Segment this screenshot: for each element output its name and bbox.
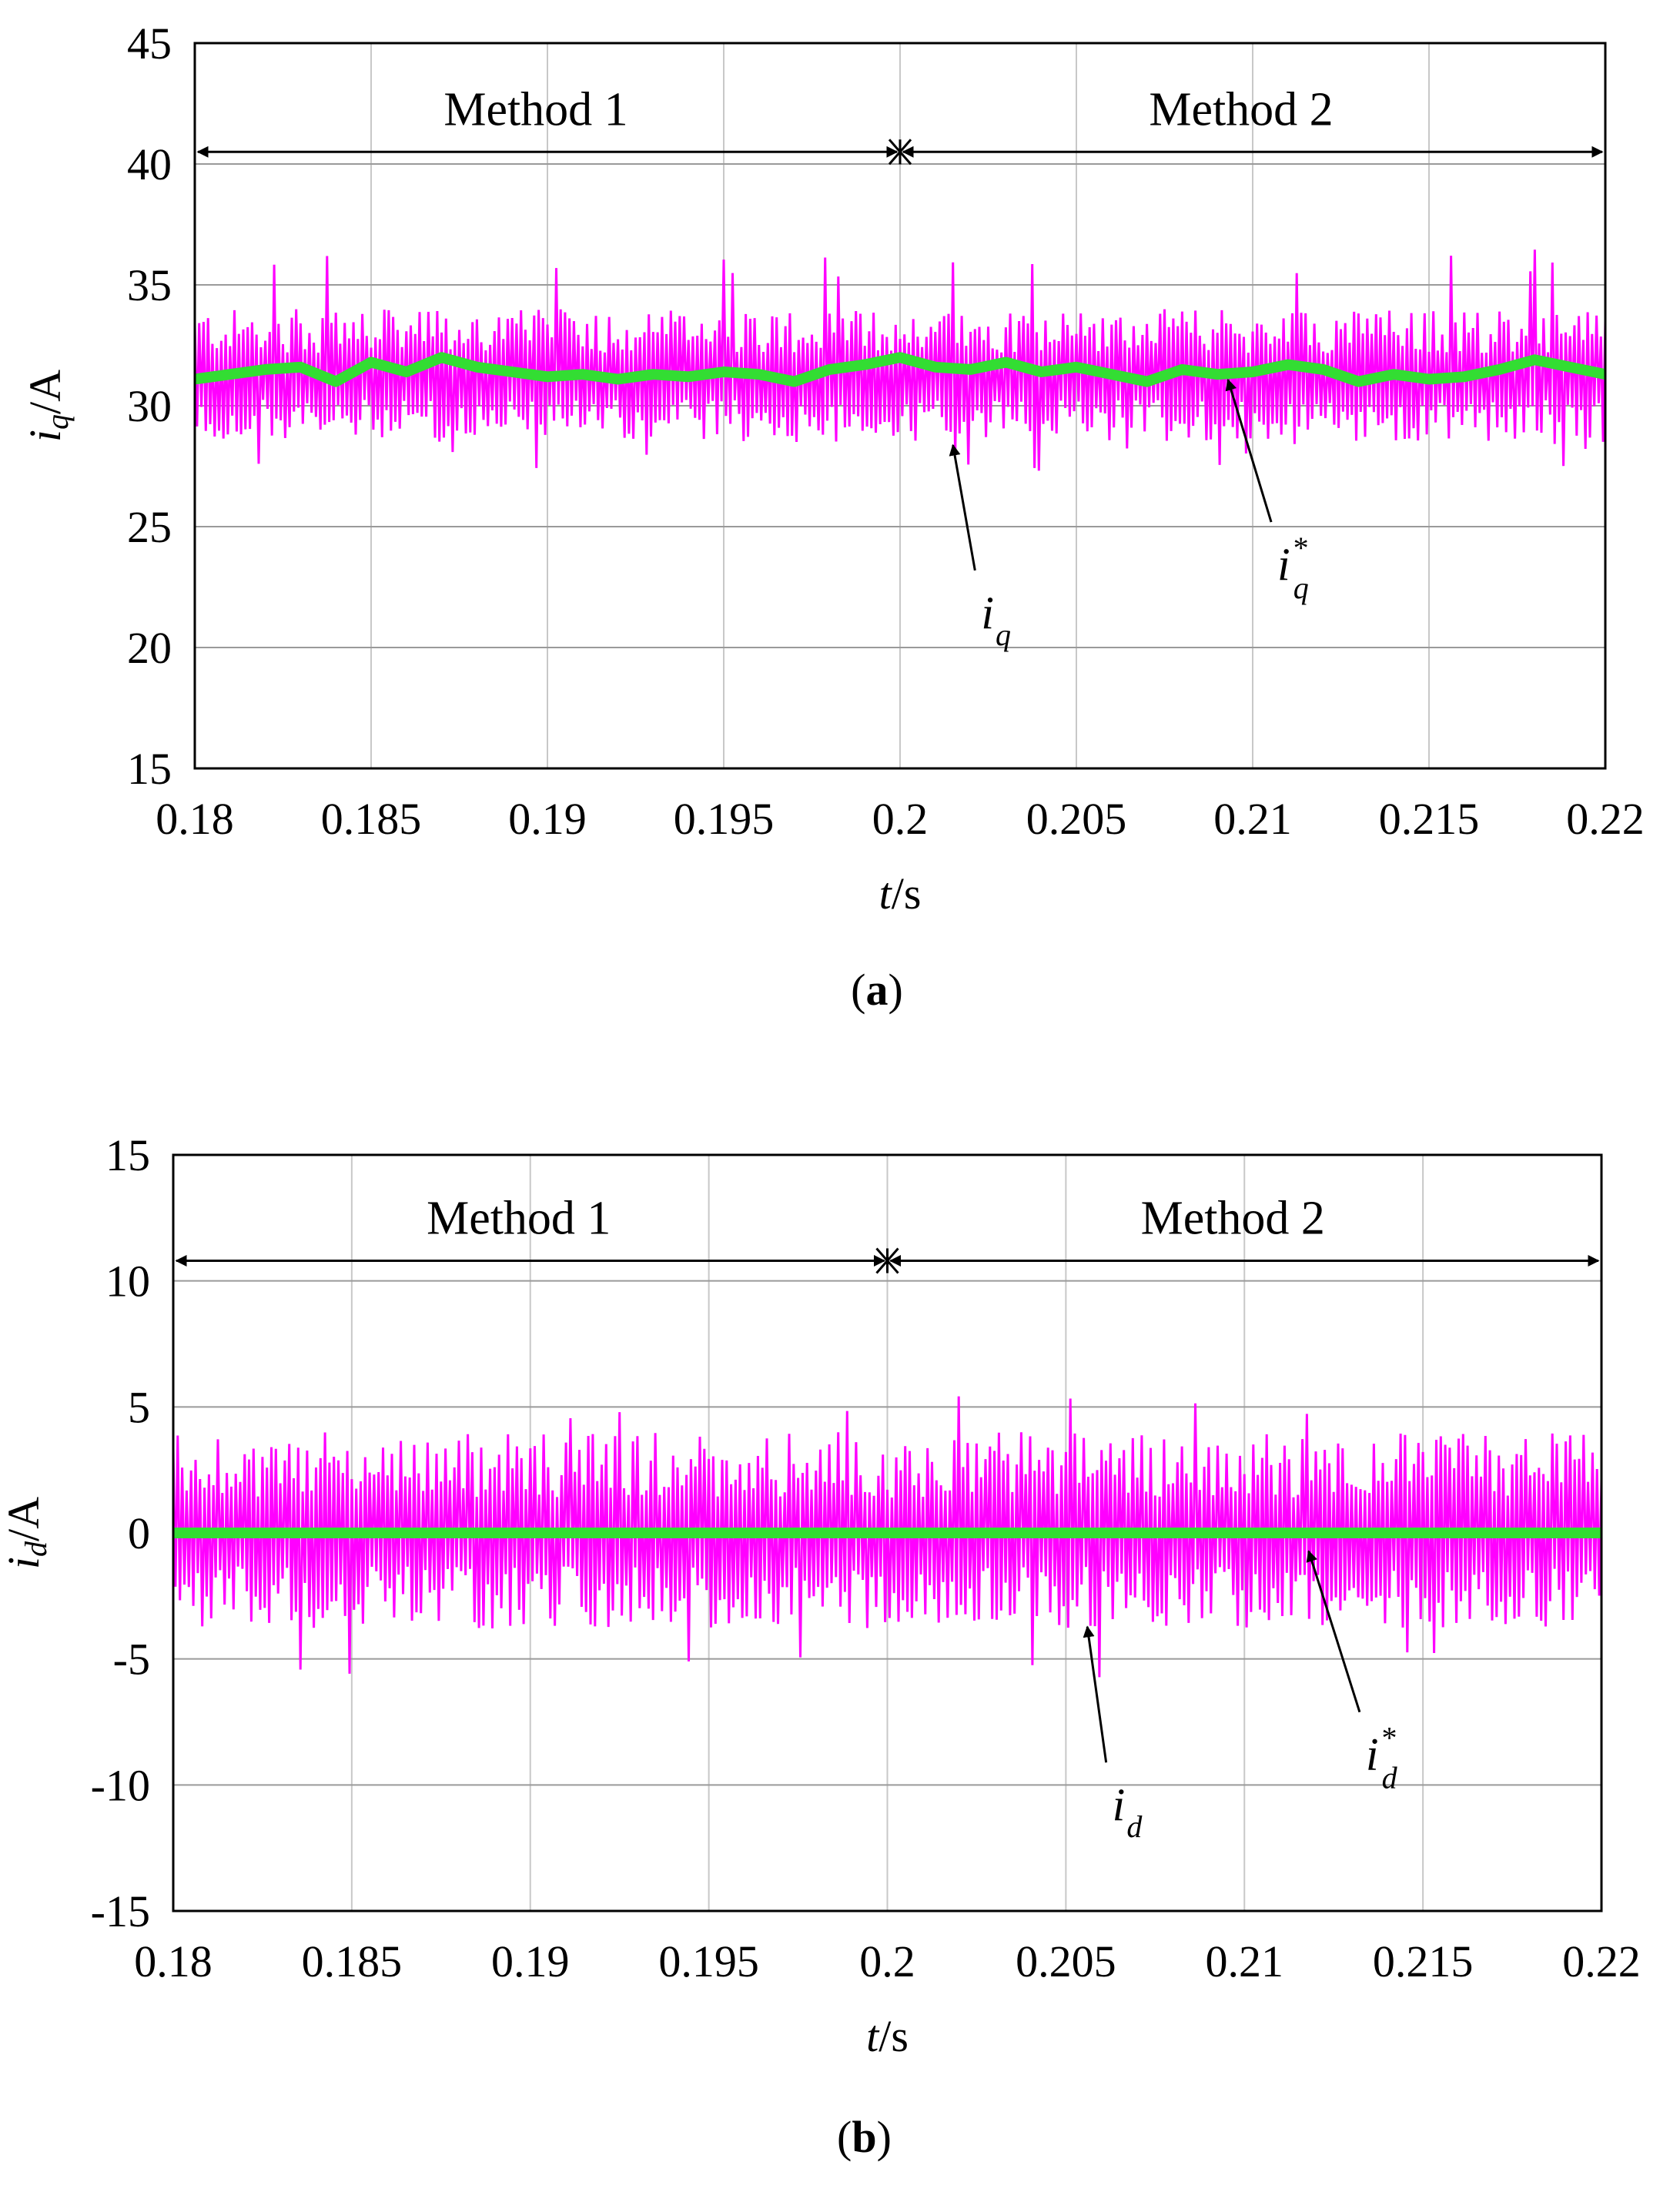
- boundary-cross-mark: [888, 139, 912, 166]
- y-axis-label-subscript: d: [18, 1541, 53, 1557]
- y-tick-label: 5: [128, 1382, 150, 1432]
- x-tick-label: 0.205: [1026, 794, 1127, 844]
- annotation-base: i: [1277, 539, 1290, 590]
- annotation-star: *: [1380, 1721, 1396, 1755]
- y-tick-label: 0: [128, 1508, 150, 1558]
- annotation-subscript: d: [1382, 1761, 1398, 1795]
- region-label: Method 1: [443, 83, 627, 136]
- y-axis-label: iq/A: [20, 370, 75, 442]
- x-axis-label-unit: /s: [892, 868, 922, 919]
- annotation-arrow: [949, 443, 976, 571]
- measured-current-line: [172, 1396, 1603, 1678]
- x-tick-label: 0.21: [1213, 794, 1292, 844]
- y-axis-label-variable: i: [0, 1557, 49, 1569]
- y-tick-label: 15: [127, 744, 172, 794]
- annotation-base: i: [1113, 1779, 1126, 1830]
- annotation-base: i: [1366, 1729, 1379, 1780]
- x-tick-label: 0.215: [1379, 794, 1480, 844]
- annotation-star: *: [1292, 530, 1307, 565]
- y-tick-label: -5: [113, 1635, 150, 1685]
- y-tick-label: 45: [127, 18, 172, 69]
- caption-paren: ): [877, 2112, 892, 2162]
- x-axis-label: t/s: [866, 2011, 909, 2061]
- y-tick-label: -10: [91, 1760, 150, 1810]
- subfigure-caption: (a): [851, 965, 903, 1015]
- chart-b: Method 1 Method 2 -15 -10 -5 0 5 10 15 0.18 0.185 0…: [0, 1130, 1641, 2162]
- plot-frame: [193, 42, 1607, 770]
- y-axis-label-unit: /A: [0, 1497, 49, 1541]
- annotation-label: i* q: [1277, 530, 1309, 605]
- x-tick-label: 0.19: [508, 794, 587, 844]
- caption-paren: (: [837, 2112, 852, 2162]
- x-tick-label: 0.2: [872, 794, 929, 844]
- x-axis-label-variable: t: [866, 2011, 880, 2061]
- caption-paren: ): [889, 965, 903, 1015]
- annotation-label: id: [1113, 1779, 1143, 1844]
- x-axis-label-unit: /s: [878, 2011, 909, 2061]
- x-tick-label: 0.215: [1373, 1936, 1474, 1986]
- y-axis-label-subscript: q: [40, 414, 75, 430]
- y-axis-label-unit: /A: [20, 370, 70, 414]
- region-label: Method 2: [1141, 1192, 1325, 1244]
- y-tick-label: 30: [127, 381, 172, 431]
- y-tick-label: 25: [127, 502, 172, 552]
- annotation-arrow: [1306, 1550, 1361, 1713]
- y-tick-label: 10: [105, 1257, 150, 1307]
- annotation-arrow: [1225, 378, 1273, 523]
- x-tick-label: 0.2: [859, 1936, 915, 1986]
- annotation-subscript: q: [1293, 571, 1309, 605]
- caption-letter: b: [852, 2112, 876, 2162]
- x-tick-label: 0.195: [658, 1936, 759, 1986]
- annotation-base: i: [981, 587, 994, 638]
- boundary-cross-mark: [875, 1247, 899, 1274]
- series-measured-current: [172, 1396, 1603, 1678]
- y-tick-label: 40: [127, 139, 172, 189]
- annotation-arrow: [1083, 1625, 1108, 1763]
- chart-a: Method 1 Method 2 15 20 25 30 35 40 45 0.18 0.185 0…: [20, 18, 1645, 1015]
- x-tick-label: 0.185: [321, 794, 422, 844]
- x-tick-label: 0.18: [156, 794, 234, 844]
- region-label: Method 1: [427, 1192, 611, 1244]
- annotation-subscript: d: [1126, 1809, 1143, 1844]
- x-tick-label: 0.185: [302, 1936, 403, 1986]
- y-tick-label: -15: [91, 1886, 150, 1936]
- y-axis-label: id/A: [0, 1497, 53, 1569]
- x-tick-label: 0.22: [1566, 794, 1645, 844]
- annotation-subscript: q: [996, 617, 1011, 652]
- region-label: Method 2: [1149, 83, 1333, 136]
- x-tick-label: 0.18: [134, 1936, 213, 1986]
- y-tick-label: 15: [105, 1130, 150, 1180]
- subfigure-caption: (b): [837, 2112, 892, 2162]
- caption-paren: (: [851, 965, 865, 1015]
- plot-frame: [172, 1153, 1603, 1912]
- caption-letter: a: [866, 965, 889, 1015]
- x-tick-label: 0.21: [1206, 1936, 1284, 1986]
- x-tick-label: 0.205: [1016, 1936, 1116, 1986]
- reference-current-line: [194, 352, 1607, 387]
- x-tick-label: 0.22: [1562, 1936, 1641, 1986]
- y-tick-label: 35: [127, 260, 172, 310]
- x-axis-label-variable: t: [879, 868, 893, 919]
- x-tick-label: 0.19: [491, 1936, 570, 1986]
- x-tick-label: 0.195: [674, 794, 775, 844]
- y-axis-label-variable: i: [20, 430, 70, 442]
- annotation-label: iq: [981, 587, 1011, 652]
- x-axis-label: t/s: [879, 868, 922, 919]
- y-tick-label: 20: [127, 623, 172, 673]
- annotation-label: i* d: [1366, 1721, 1398, 1795]
